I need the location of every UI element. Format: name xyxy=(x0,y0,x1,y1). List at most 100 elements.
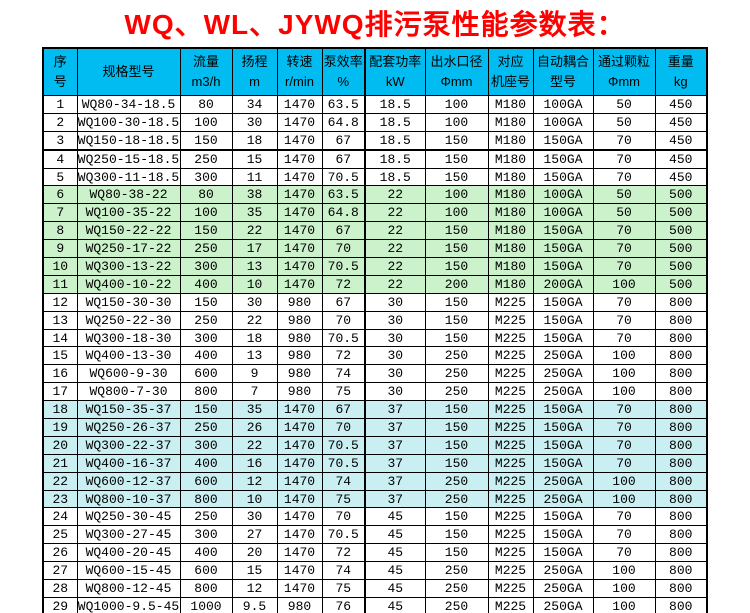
cell-coupling: 150GA xyxy=(532,418,594,437)
table-row: 22 WQ600-12-37 600 12 1470 74 37 250 M225 250GA 10… xyxy=(42,471,708,491)
cell-efficiency: 75 xyxy=(321,489,366,509)
cell-speed: 1470 xyxy=(276,274,323,294)
table-row: 26 WQ400-20-45 400 20 1470 72 45 150 M225 150GA 70… xyxy=(42,543,708,563)
cell-weight: 500 xyxy=(654,257,708,276)
cell-power: 45 xyxy=(364,507,426,527)
cell-power: 45 xyxy=(364,525,426,545)
cell-coupling: 100GA xyxy=(532,112,594,132)
cell-flow: 150 xyxy=(179,292,233,312)
cell-speed: 1470 xyxy=(276,435,323,455)
cell-weight: 450 xyxy=(654,167,708,187)
cell-efficiency: 63.5 xyxy=(321,95,366,114)
cell-flow: 400 xyxy=(179,274,233,294)
cell-model: WQ300-22-37 xyxy=(76,435,181,455)
cell-particle: 100 xyxy=(592,382,656,402)
cell-coupling: 150GA xyxy=(532,400,594,420)
cell-power: 18.5 xyxy=(364,149,426,169)
cell-outlet: 150 xyxy=(424,328,489,348)
cell-frame: M225 xyxy=(487,543,534,563)
cell-frame: M225 xyxy=(487,400,534,420)
cell-head: 12 xyxy=(231,471,278,491)
cell-frame: M225 xyxy=(487,292,534,312)
cell-particle: 70 xyxy=(592,221,656,241)
cell-efficiency: 70.5 xyxy=(321,525,366,545)
cell-outlet: 150 xyxy=(424,525,489,545)
cell-particle: 70 xyxy=(592,310,656,330)
cell-power: 37 xyxy=(364,435,426,455)
cell-power: 22 xyxy=(364,203,426,223)
cell-power: 37 xyxy=(364,471,426,491)
cell-weight: 800 xyxy=(654,453,708,473)
table-row: 19 WQ250-26-37 250 26 1470 70 37 150 M225 150GA 70… xyxy=(42,418,708,437)
cell-power: 30 xyxy=(364,292,426,312)
cell-weight: 800 xyxy=(654,507,708,527)
cell-weight: 450 xyxy=(654,112,708,132)
cell-speed: 1470 xyxy=(276,561,323,581)
cell-model: WQ400-10-22 xyxy=(76,274,181,294)
cell-model: WQ150-35-37 xyxy=(76,400,181,420)
cell-frame: M180 xyxy=(487,167,534,187)
cell-model: WQ300-27-45 xyxy=(76,525,181,545)
column-header-model: 规格型号 xyxy=(76,47,181,96)
cell-speed: 1470 xyxy=(276,112,323,132)
table-row: 6 WQ80-38-22 80 38 1470 63.5 22 100 M180 100GA 50 5… xyxy=(42,185,708,205)
cell-efficiency: 70.5 xyxy=(321,167,366,187)
cell-model: WQ150-18-18.5 xyxy=(76,130,181,151)
cell-speed: 980 xyxy=(276,292,323,312)
cell-frame: M180 xyxy=(487,257,534,276)
cell-model: WQ400-20-45 xyxy=(76,543,181,563)
cell-coupling: 250GA xyxy=(532,364,594,384)
table-row: 1 WQ80-34-18.5 80 34 1470 63.5 18.5 100 M180 100G… xyxy=(42,95,708,114)
column-header-coupling: 自动耦合 型号 xyxy=(532,47,594,96)
cell-outlet: 250 xyxy=(424,471,489,491)
cell-speed: 1470 xyxy=(276,525,323,545)
cell-power: 18.5 xyxy=(364,112,426,132)
cell-efficiency: 75 xyxy=(321,579,366,598)
header-row: 序号规格型号 流量 m3/h 扬程 m 转速 r/min 泵效率% 配套功率 kW 出水口径 Φmm 对… xyxy=(42,47,708,96)
cell-particle: 50 xyxy=(592,95,656,114)
cell-efficiency: 70.5 xyxy=(321,257,366,276)
cell-power: 22 xyxy=(364,257,426,276)
cell-model: WQ800-7-30 xyxy=(76,382,181,402)
cell-frame: M225 xyxy=(487,346,534,366)
cell-head: 7 xyxy=(231,382,278,402)
cell-head: 17 xyxy=(231,239,278,259)
cell-coupling: 100GA xyxy=(532,185,594,205)
cell-speed: 1470 xyxy=(276,453,323,473)
cell-model: WQ80-38-22 xyxy=(76,185,181,205)
cell-efficiency: 67 xyxy=(321,221,366,241)
cell-outlet: 150 xyxy=(424,310,489,330)
cell-weight: 800 xyxy=(654,543,708,563)
cell-coupling: 150GA xyxy=(532,292,594,312)
table-row: 21 WQ400-16-37 400 16 1470 70.5 37 150 M225 150GA… xyxy=(42,453,708,473)
cell-weight: 450 xyxy=(654,95,708,114)
cell-speed: 1470 xyxy=(276,239,323,259)
cell-particle: 100 xyxy=(592,579,656,598)
cell-outlet: 150 xyxy=(424,453,489,473)
cell-flow: 600 xyxy=(179,561,233,581)
cell-speed: 1470 xyxy=(276,543,323,563)
cell-efficiency: 72 xyxy=(321,346,366,366)
cell-index: 3 xyxy=(42,130,78,151)
cell-power: 22 xyxy=(364,274,426,294)
cell-outlet: 250 xyxy=(424,489,489,509)
cell-frame: M180 xyxy=(487,130,534,151)
table-row: 7 WQ100-35-22 100 35 1470 64.8 22 100 M180 100GA 5… xyxy=(42,203,708,223)
cell-flow: 1000 xyxy=(179,596,233,613)
cell-model: WQ400-16-37 xyxy=(76,453,181,473)
cell-weight: 500 xyxy=(654,221,708,241)
cell-coupling: 150GA xyxy=(532,149,594,169)
column-header-weight: 重量 kg xyxy=(654,47,708,96)
cell-efficiency: 67 xyxy=(321,292,366,312)
cell-head: 9.5 xyxy=(231,596,278,613)
cell-speed: 980 xyxy=(276,596,323,613)
cell-flow: 400 xyxy=(179,453,233,473)
cell-power: 18.5 xyxy=(364,130,426,151)
cell-particle: 70 xyxy=(592,418,656,437)
cell-frame: M180 xyxy=(487,239,534,259)
cell-outlet: 150 xyxy=(424,257,489,276)
cell-speed: 1470 xyxy=(276,167,323,187)
cell-model: WQ250-17-22 xyxy=(76,239,181,259)
cell-head: 12 xyxy=(231,579,278,598)
cell-coupling: 150GA xyxy=(532,310,594,330)
